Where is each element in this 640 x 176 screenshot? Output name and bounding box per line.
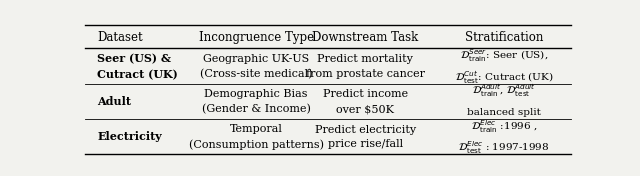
Text: $\mathcal{D}_{\mathrm{test}}^{\mathit{Elec}}$ : 1997-1998: $\mathcal{D}_{\mathrm{test}}^{\mathit{El…	[458, 139, 550, 156]
Text: Predict mortality
from prostate cancer: Predict mortality from prostate cancer	[306, 54, 425, 79]
Text: Geographic UK-US
(Cross-site medical): Geographic UK-US (Cross-site medical)	[200, 54, 312, 79]
Text: $\mathcal{D}_{\mathrm{train}}^{\mathit{Seer}}$: Seer (US),: $\mathcal{D}_{\mathrm{train}}^{\mathit{S…	[460, 47, 548, 64]
Text: $\mathcal{D}_{\mathrm{train}}^{\mathit{Adult}}$, $\mathcal{D}_{\mathrm{test}}^{\: $\mathcal{D}_{\mathrm{train}}^{\mathit{A…	[472, 83, 536, 99]
Text: Stratification: Stratification	[465, 31, 543, 44]
Text: Predict electricity
price rise/fall: Predict electricity price rise/fall	[315, 125, 416, 149]
Text: Adult: Adult	[97, 96, 131, 107]
Text: Downstream Task: Downstream Task	[312, 31, 419, 44]
Text: Electricity: Electricity	[97, 131, 162, 143]
Text: Predict income
over $50K: Predict income over $50K	[323, 89, 408, 114]
Text: $\mathcal{D}_{\mathrm{train}}^{\mathit{Elec}}$ :1996 ,: $\mathcal{D}_{\mathrm{train}}^{\mathit{E…	[471, 118, 537, 134]
Text: Temporal
(Consumption patterns): Temporal (Consumption patterns)	[189, 124, 324, 150]
Text: Incongruence Type: Incongruence Type	[198, 31, 314, 44]
Text: balanced split: balanced split	[467, 108, 541, 117]
Text: $\mathcal{D}_{\mathrm{test}}^{\mathit{Cut}}$: Cutract (UK): $\mathcal{D}_{\mathrm{test}}^{\mathit{Cu…	[455, 69, 554, 86]
Text: Seer (US) &
Cutract (UK): Seer (US) & Cutract (UK)	[97, 53, 178, 80]
Text: Dataset: Dataset	[97, 31, 143, 44]
Text: Demographic Bias
(Gender & Income): Demographic Bias (Gender & Income)	[202, 89, 310, 114]
